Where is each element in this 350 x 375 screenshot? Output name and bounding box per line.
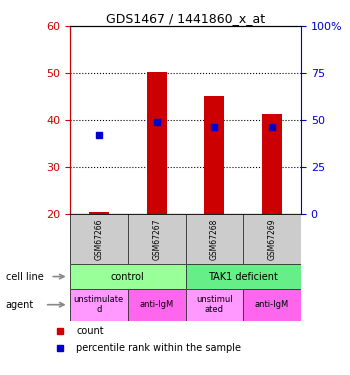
Text: GSM67266: GSM67266 [94, 218, 103, 260]
Text: TAK1 deficient: TAK1 deficient [208, 272, 278, 282]
Text: unstimulate
d: unstimulate d [74, 295, 124, 314]
Text: cell line: cell line [6, 272, 43, 282]
Text: GSM67267: GSM67267 [152, 218, 161, 260]
Text: anti-IgM: anti-IgM [255, 300, 289, 309]
Text: control: control [111, 272, 145, 282]
Bar [262, 114, 282, 214]
Text: unstimul
ated: unstimul ated [196, 295, 233, 314]
Bar [89, 212, 109, 214]
Text: count: count [76, 326, 104, 336]
Text: anti-IgM: anti-IgM [140, 300, 174, 309]
Bar [147, 72, 167, 214]
Text: percentile rank within the sample: percentile rank within the sample [76, 344, 241, 353]
Text: agent: agent [6, 300, 34, 310]
Title: GDS1467 / 1441860_x_at: GDS1467 / 1441860_x_at [106, 12, 265, 25]
Bar [204, 96, 224, 214]
Text: GSM67269: GSM67269 [268, 218, 276, 260]
Text: GSM67268: GSM67268 [210, 218, 219, 260]
